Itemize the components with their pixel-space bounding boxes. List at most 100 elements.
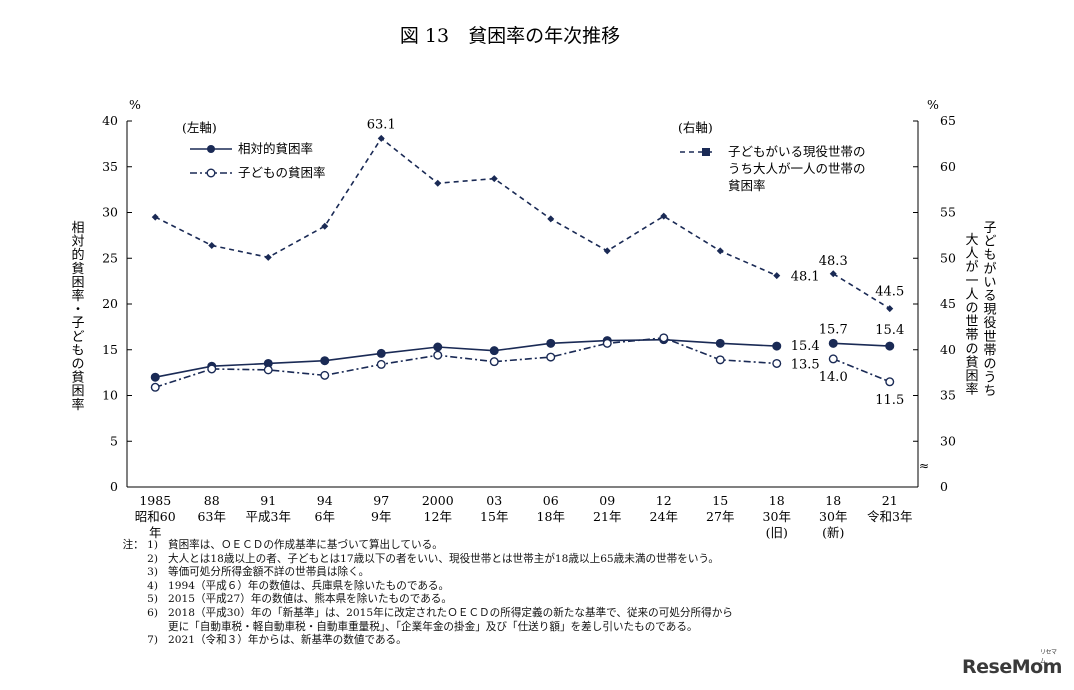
right-axis-label-char: 貧: [965, 355, 978, 370]
left-tick-label: 20: [102, 296, 118, 311]
series-2-point: [602, 338, 612, 348]
right-axis-label-char: が: [965, 260, 978, 275]
footnote-number: 3): [147, 566, 158, 579]
legend-label-2: 子どもの貧困率: [238, 165, 326, 180]
left-axis-label-char: 相: [71, 221, 84, 236]
footnote-number: 4): [147, 579, 158, 592]
left-axis-label-char: 困: [71, 384, 84, 399]
series-2-point: [263, 365, 273, 375]
right-axis-label-char: 率: [965, 382, 978, 398]
right-axis-label-char: 帯: [965, 328, 978, 343]
right-axis-label-char: の: [983, 357, 996, 372]
data-label-s1_18old: 15.4: [791, 339, 820, 354]
footnote-text: 2021（令和３）年からは、新基準の数値である。: [168, 634, 407, 647]
x-tick-label: 06: [543, 493, 559, 508]
series-1-point: [828, 338, 838, 348]
poverty-rate-chart: 図 13 貧困率の年次推移 0510152025303540%030354045…: [71, 25, 996, 540]
x-tick-label: 91: [260, 493, 276, 508]
right-axis-label-char: 困: [965, 369, 978, 384]
series-3-point: [773, 272, 781, 280]
left-axis-label-char: ・: [71, 303, 84, 318]
left-tick-label: 25: [102, 250, 118, 265]
right-tick-label: 45: [940, 296, 956, 311]
right-axis-label-char: も: [983, 248, 996, 263]
footnotes: 注： 1) 貧困率は、ＯＥＣＤの作成基準に基づいて算出している。 2) 大人とは18歳…: [118, 539, 998, 648]
right-tick-label: 65: [940, 113, 956, 128]
left-axis-label-char: 子: [71, 316, 84, 331]
x-tick-label: 15: [712, 493, 728, 508]
series-2-point: [320, 370, 330, 380]
right-axis-unit: %: [927, 97, 939, 112]
x-tick-label: 2000: [422, 493, 454, 508]
left-tick-label: 15: [102, 342, 118, 357]
footnote-text: 大人とは18歳以上の者、子どもとは17歳以下の者をいい、現役世帯とは世帯主が18…: [168, 552, 719, 565]
left-axis-label-char: 的: [71, 247, 84, 263]
x-tick-label: 令和3年: [867, 509, 912, 524]
series-2-point: [715, 355, 725, 365]
footnote-number: 5): [147, 593, 158, 606]
x-tick-label: 09: [599, 493, 615, 508]
series-2-line: [155, 337, 777, 389]
right-tick-label: 60: [940, 159, 956, 174]
series-3-point: [151, 213, 159, 221]
chart-title: 図 13 貧困率の年次推移: [400, 25, 620, 47]
x-tick-label: 97: [373, 493, 389, 508]
series-3-point: [547, 215, 555, 223]
series-2-point: [659, 333, 669, 343]
resemom-logo: ReseMom リセマム: [962, 649, 1062, 678]
series-2-point: [772, 358, 782, 368]
data-label-s2_18new: 14.0: [819, 370, 848, 385]
series-2-point: [885, 377, 895, 387]
legend-swatch-3-marker: [702, 148, 710, 156]
chart-marks: 63.1 48.148.3 44.5 15.4 15.7 15.4 13.514.0 11.5: [150, 117, 904, 408]
footnote-row: 2) 大人とは18歳以上の者、子どもとは17歳以下の者をいい、現役世帯とは世帯主が…: [118, 553, 998, 567]
right-axis-label-char: ど: [983, 235, 996, 250]
series-2-point: [150, 382, 160, 392]
data-label-s1_18new: 15.7: [819, 322, 848, 337]
x-tick-label: 30年: [763, 509, 791, 524]
series-3-point: [886, 305, 894, 313]
x-tick-label: 15年: [480, 509, 508, 524]
x-tick-label: 12年: [424, 509, 452, 524]
footnote-row: 更に「自動車税・軽自動車税・自動車重量税」、「企業年金の掛金」及び「仕送り額」を…: [118, 621, 998, 635]
axes: 0510152025303540%03035404550556065%≈相対的貧…: [71, 97, 996, 540]
series-1-point: [320, 356, 330, 366]
x-tick-label: 21: [882, 493, 898, 508]
footnote-text: 貧困率は、ＯＥＣＤの作成基準に基づいて算出している。: [168, 539, 443, 551]
right-axis-label-label_col1: 子どもがいる現役世帯のうち: [983, 221, 996, 399]
right-axis-label-char: の: [965, 342, 978, 357]
right-tick-label: 0: [940, 479, 948, 494]
data-label-s3_18old: 48.1: [791, 270, 820, 285]
data-label-s3_21: 44.5: [875, 285, 904, 300]
x-tick-label: 昭和60: [135, 509, 176, 524]
left-tick-label: 35: [102, 159, 118, 174]
series-3-point: [490, 175, 498, 183]
right-axis-label-char: 一: [965, 274, 978, 289]
series-2-point: [546, 352, 556, 362]
footnote-text: 等価可処分所得金額不詳の世帯員は除く。: [168, 566, 370, 579]
footnote-number: 注： 1): [122, 539, 158, 551]
right-axis-label-char: 帯: [983, 343, 996, 358]
right-axis-label-char: 世: [983, 330, 996, 345]
series-1-point: [489, 346, 499, 356]
x-tick-label: 18: [825, 493, 841, 508]
x-tick-label: (新): [822, 525, 844, 540]
footnote-text: 更に「自動車税・軽自動車税・自動車重量税」、「企業年金の掛金」及び「仕送り額」を…: [168, 620, 698, 633]
logo-subtext: リセマム: [1040, 649, 1057, 665]
x-tick-label: 21年: [593, 509, 621, 524]
x-tick-label: 30年: [819, 509, 847, 524]
left-axis-unit: %: [129, 97, 141, 112]
x-tick-label: 63年: [198, 509, 226, 524]
series-3-point: [434, 179, 442, 187]
left-tick-label: 5: [110, 433, 118, 448]
right-axis-label-char: 世: [965, 315, 978, 330]
footnote-text: 2015（平成27）年の数値は、熊本県を除いたものである。: [168, 593, 452, 606]
series-2-line: [832, 358, 891, 383]
series-3-point: [321, 222, 329, 230]
left-axis-label-char: 率: [71, 397, 84, 413]
series-3-point: [660, 212, 668, 220]
right-tick-label: 35: [940, 388, 956, 403]
footnote-number: 7): [147, 634, 158, 647]
x-tick-label: 18年: [537, 509, 565, 524]
